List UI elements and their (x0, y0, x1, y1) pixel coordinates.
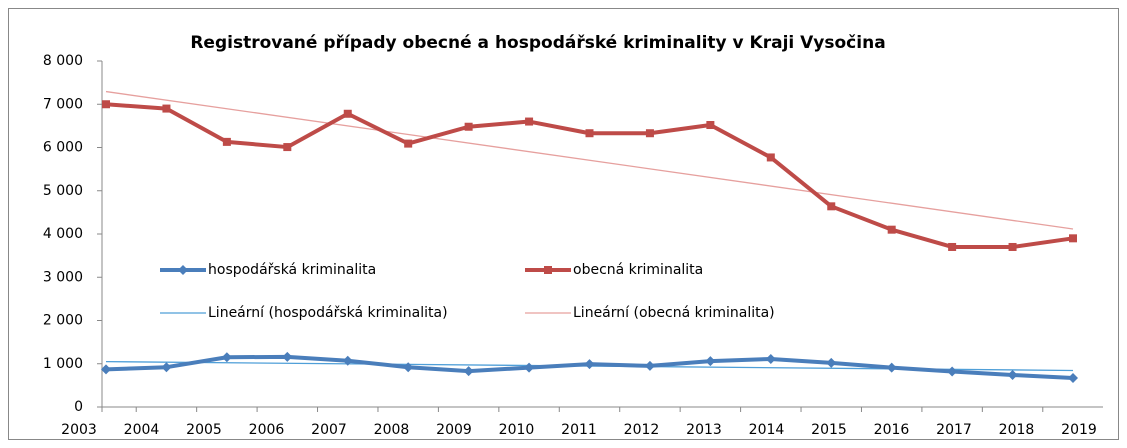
y-tick-label: 6 000 (43, 140, 83, 156)
marker (403, 362, 414, 373)
legend-label: obecná kriminalita (573, 262, 703, 278)
y-tick-label: 8 000 (43, 53, 83, 69)
marker (765, 353, 776, 364)
marker (464, 122, 473, 131)
x-tick-label: 2008 (374, 422, 410, 438)
x-tick-label: 2018 (999, 422, 1035, 438)
marker (826, 357, 837, 368)
legend-label: hospodářská kriminalita (208, 262, 376, 278)
marker (342, 355, 353, 366)
x-tick-label: 2006 (249, 422, 285, 438)
marker (102, 100, 110, 109)
marker (524, 362, 535, 373)
y-tick-label: 7 000 (43, 96, 83, 112)
marker (463, 366, 474, 377)
x-tick-label: 2014 (749, 422, 785, 438)
marker (221, 352, 232, 363)
marker (1008, 242, 1017, 251)
x-tick-label: 2003 (61, 422, 97, 438)
marker (1007, 369, 1018, 380)
marker (343, 109, 352, 118)
marker (178, 265, 188, 275)
legend-label: Lineární (hospodářská kriminalita) (208, 305, 448, 321)
y-tick-label: 0 (74, 399, 83, 415)
marker (766, 153, 775, 162)
marker (886, 362, 897, 373)
y-tick-label: 4 000 (43, 226, 83, 242)
marker (645, 129, 654, 138)
x-tick-label: 2007 (311, 422, 347, 438)
chart-title: Registrované případy obecné a hospodářsk… (190, 33, 885, 53)
x-tick-label: 2011 (561, 422, 597, 438)
x-tick-label: 2013 (686, 422, 722, 438)
marker (585, 129, 594, 138)
y-tick-label: 1 000 (43, 356, 83, 372)
marker (283, 143, 292, 152)
marker (101, 364, 111, 375)
marker (887, 225, 896, 234)
x-tick-label: 2005 (186, 422, 222, 438)
y-tick-label: 3 000 (43, 269, 83, 285)
x-tick-label: 2017 (936, 422, 972, 438)
x-tick-label: 2015 (811, 422, 847, 438)
marker (948, 242, 957, 251)
y-tick-label: 2 000 (43, 313, 83, 329)
x-tick-label: 2019 (1061, 422, 1097, 438)
marker (1069, 234, 1077, 243)
trendline (105, 90, 1074, 230)
x-tick-label: 2009 (436, 422, 472, 438)
marker (161, 362, 172, 373)
marker (706, 121, 715, 130)
marker (404, 139, 413, 148)
x-tick-label: 2012 (624, 422, 660, 438)
marker (827, 202, 836, 211)
marker (525, 117, 534, 126)
y-tick-label: 5 000 (43, 183, 83, 199)
marker (544, 266, 552, 274)
marker (584, 359, 595, 370)
marker (1068, 373, 1078, 384)
marker (705, 356, 716, 367)
x-tick-label: 2004 (124, 422, 160, 438)
marker (222, 137, 231, 146)
legend-label: Lineární (obecná kriminalita) (573, 305, 775, 321)
x-tick-label: 2016 (874, 422, 910, 438)
marker (162, 104, 171, 113)
marker (282, 351, 293, 362)
marker (644, 360, 655, 371)
x-tick-label: 2010 (499, 422, 535, 438)
marker (947, 366, 958, 377)
